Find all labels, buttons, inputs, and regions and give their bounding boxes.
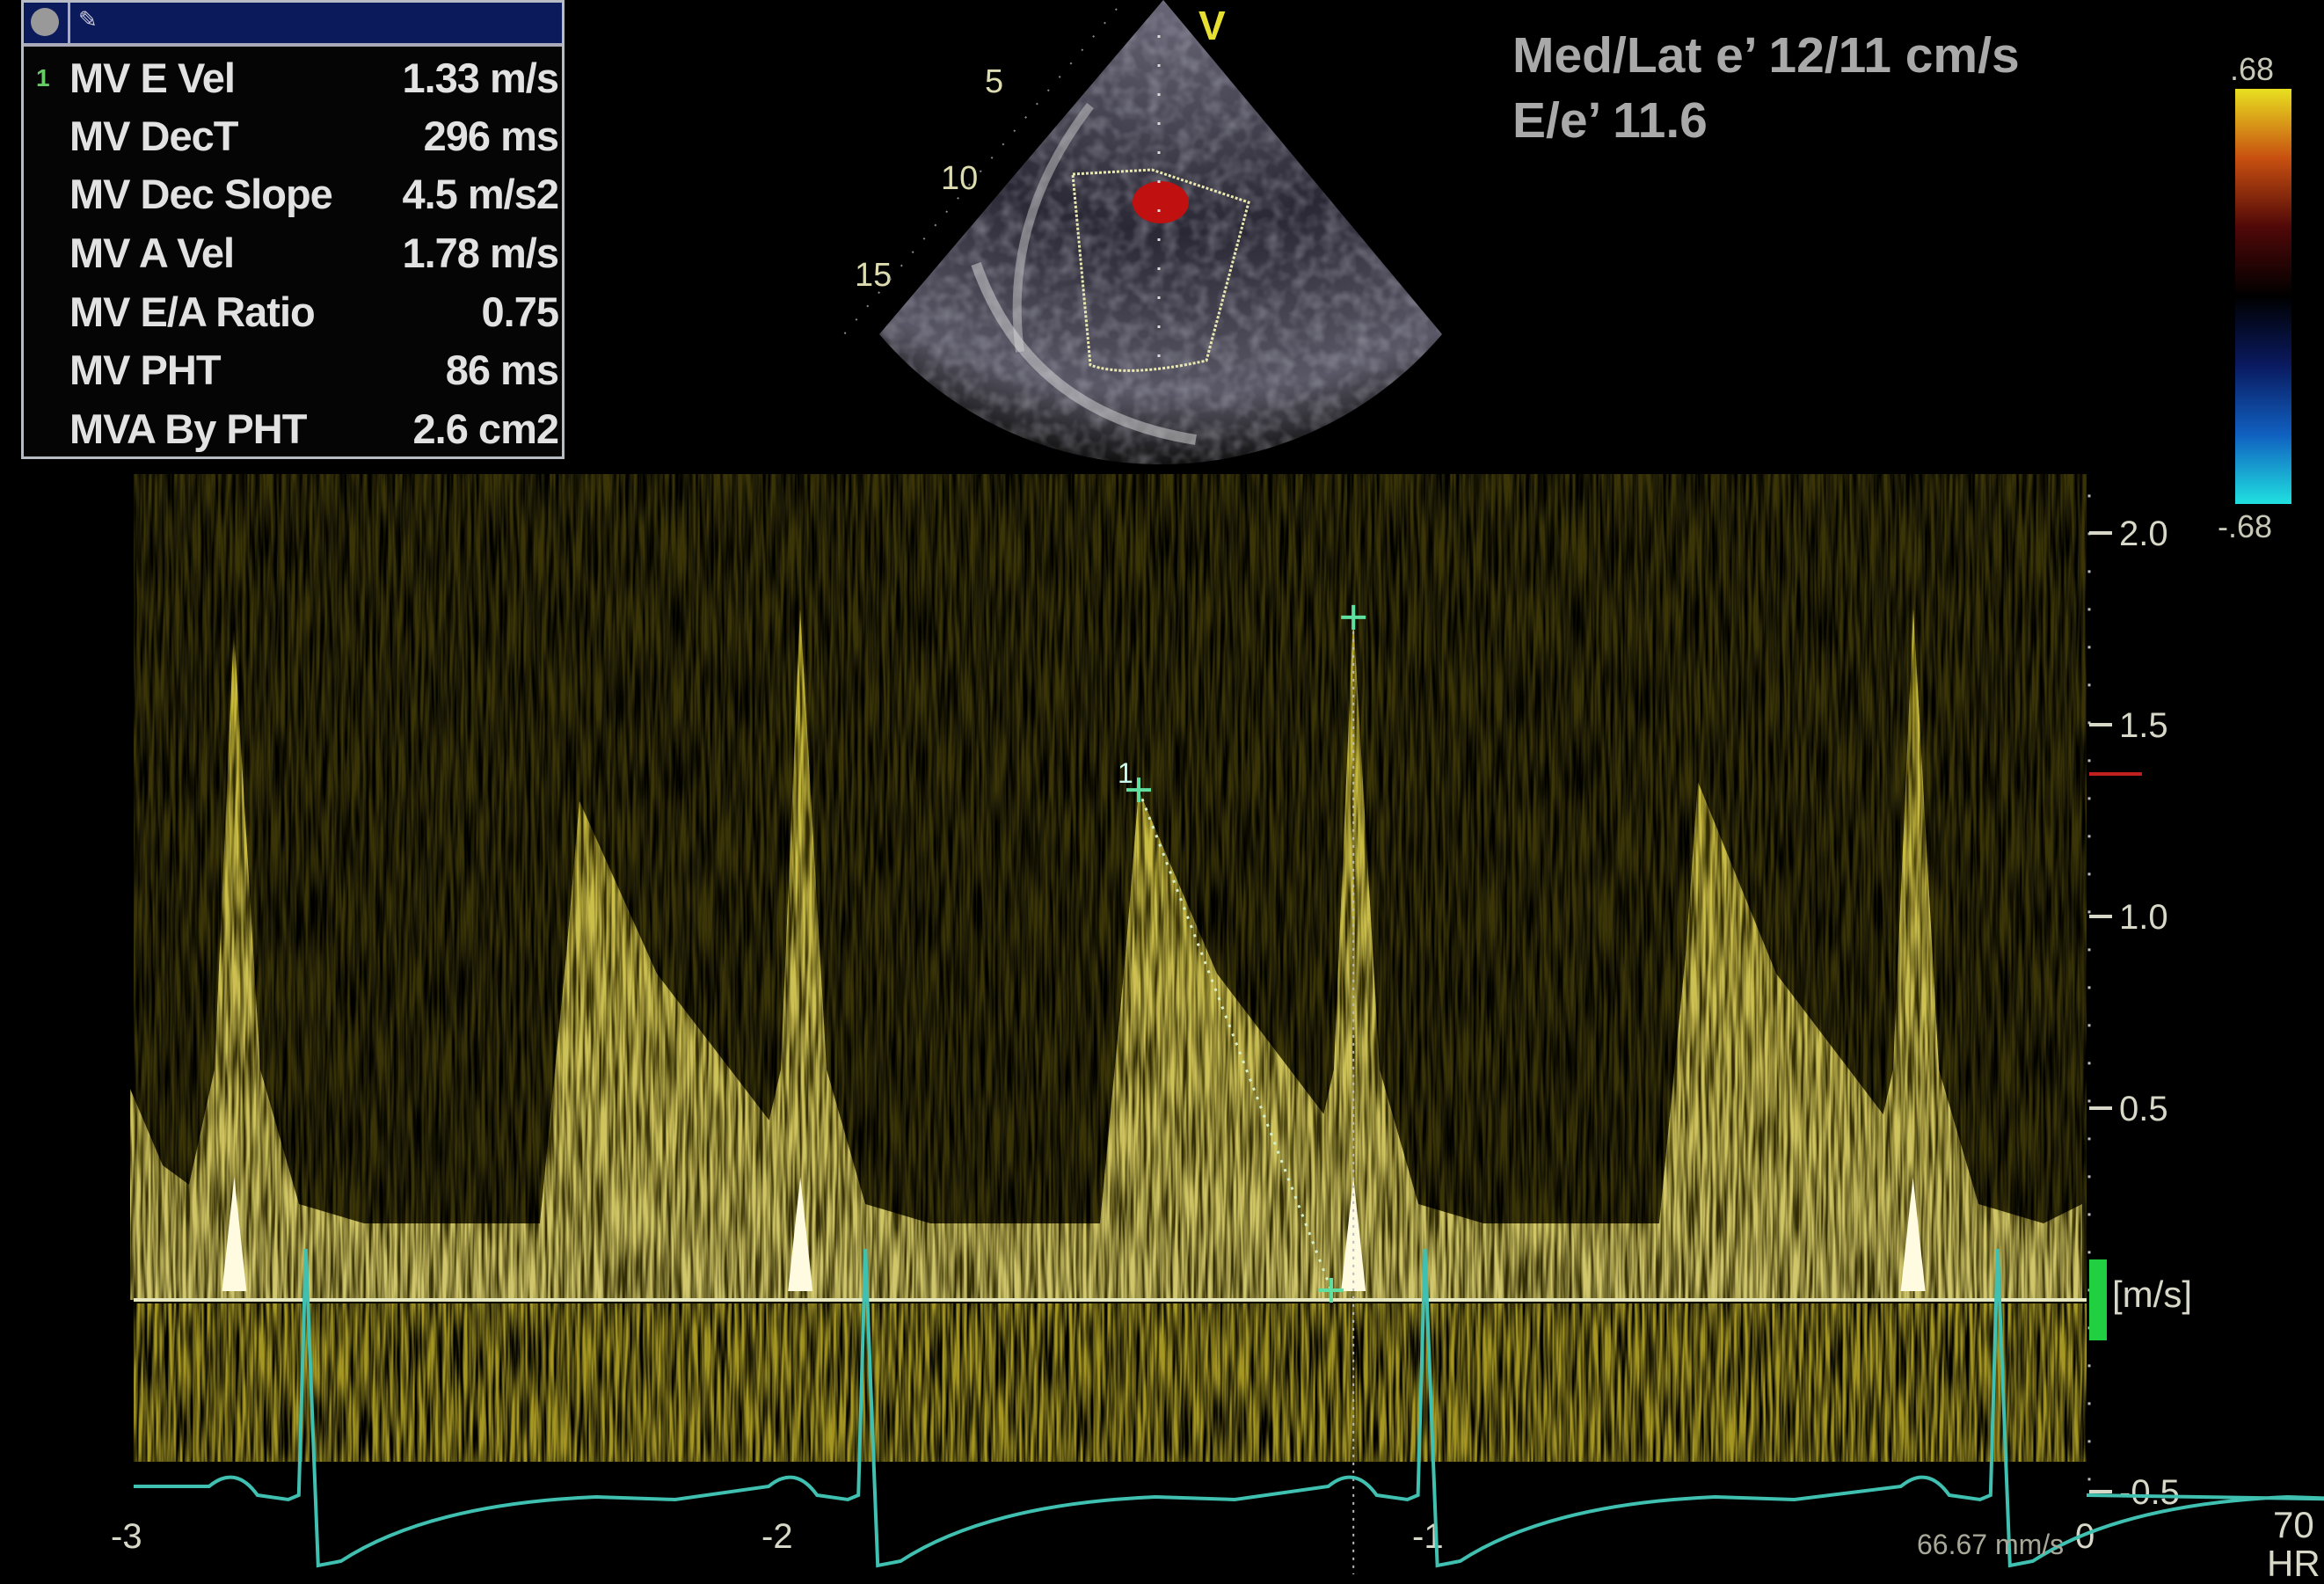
valve-click-artifact	[788, 1177, 813, 1291]
measurement-row[interactable]: MV PHT 86 ms	[24, 346, 562, 398]
annotation-e-over-e-prime: E/e’ 11.6	[1512, 92, 1708, 149]
velocity-tick-label: 1.0	[2119, 898, 2168, 937]
measurement-label: MV Dec Slope	[69, 171, 333, 217]
orientation-marker: V	[1198, 3, 1226, 48]
time-tick-label: -1	[1412, 1517, 1444, 1556]
caliper-cross-icon[interactable]	[1319, 1278, 1344, 1303]
deceleration-slope-caliper[interactable]	[1137, 789, 1333, 1291]
measurement-row[interactable]: MV DecT 296 ms	[24, 112, 562, 164]
time-tick-label: 0	[2075, 1517, 2095, 1556]
color-flow-jet	[1133, 181, 1189, 223]
spectral-envelope-fill	[130, 610, 2082, 1300]
measurement-label: MV A Vel	[69, 230, 235, 276]
measurement-label: MVA By PHT	[69, 405, 307, 452]
caliper-label: 1	[1118, 757, 1133, 789]
measurement-row[interactable]: MVA By PHT 2.6 cm2	[24, 405, 562, 457]
ecg-trace	[134, 1248, 2324, 1568]
reverse-flow-band	[134, 1303, 2087, 1462]
depth-scale	[843, 8, 1118, 335]
active-index: 1	[36, 64, 50, 91]
valve-click-artifact	[222, 1177, 247, 1291]
measurement-value: 1.78 m/s	[402, 230, 559, 276]
depth-label: 15	[855, 257, 892, 294]
color-roi-box[interactable]	[1071, 168, 1250, 372]
measurement-row[interactable]: MV A Vel 1.78 m/s	[24, 229, 562, 281]
measurement-value: 0.75	[481, 288, 559, 335]
depth-label: 5	[985, 63, 1003, 100]
spectral-envelope	[130, 610, 2082, 1300]
annotation-e-prime: Med/Lat e’ 12/11 cm/s	[1512, 27, 2020, 84]
color-bar-max: .68	[2230, 51, 2275, 87]
measurement-value: 86 ms	[445, 347, 559, 393]
divider	[68, 3, 70, 43]
measurement-label: MV E/A Ratio	[69, 288, 316, 335]
measurement-label: MV E Vel	[69, 55, 236, 101]
measurement-row[interactable]: MV E/A Ratio 0.75	[24, 288, 562, 340]
2d-sector-image: V 5 10 15	[843, 0, 1442, 464]
measurement-tool-icon[interactable]: ✎	[78, 6, 98, 33]
heart-rate-label: HR	[2267, 1543, 2320, 1584]
valve-click-artifact	[1900, 1177, 1926, 1291]
scale-marker	[2089, 772, 2142, 776]
depth-label: 10	[941, 160, 978, 197]
record-indicator-icon	[31, 8, 59, 36]
velocity-tick-label: 0.5	[2119, 1090, 2168, 1128]
heart-rate: 70 HR	[2267, 1506, 2320, 1583]
measurement-panel: ✎ 1 MV E Vel 1.33 m/s MV DecT 296 ms MV Dec S…	[21, 0, 565, 459]
measurement-panel-header: ✎	[24, 3, 562, 47]
measurement-label: MV DecT	[69, 113, 238, 159]
color-bar-min: -.68	[2218, 508, 2273, 544]
color-bar	[2235, 89, 2291, 504]
time-tick-label: -3	[111, 1517, 142, 1556]
heart-rate-value: 70	[2272, 1504, 2314, 1545]
sweep-speed: 66.67 mm/s	[1917, 1529, 2065, 1560]
measurement-row[interactable]: 1 MV E Vel 1.33 m/s	[24, 54, 562, 106]
velocity-tick-label: 2.0	[2119, 515, 2168, 553]
measurement-value: 296 ms	[423, 113, 559, 159]
velocity-tick-label: 1.5	[2119, 706, 2168, 745]
measurement-value: 2.6 cm2	[412, 405, 559, 452]
caliper-cross-icon[interactable]	[1341, 604, 1366, 630]
baseline-handle[interactable]	[2089, 1259, 2107, 1340]
velocity-tick-label: -0.5	[2119, 1473, 2180, 1512]
measurement-label: MV PHT	[69, 347, 222, 393]
caliper-cross-icon[interactable]	[1126, 777, 1151, 803]
measurement-value: 4.5 m/s2	[402, 171, 559, 217]
measurement-value: 1.33 m/s	[402, 55, 559, 101]
time-tick-label: -2	[761, 1517, 793, 1556]
velocity-unit-label: [m/s]	[2112, 1274, 2192, 1315]
measurement-row[interactable]: MV Dec Slope 4.5 m/s2	[24, 170, 562, 223]
